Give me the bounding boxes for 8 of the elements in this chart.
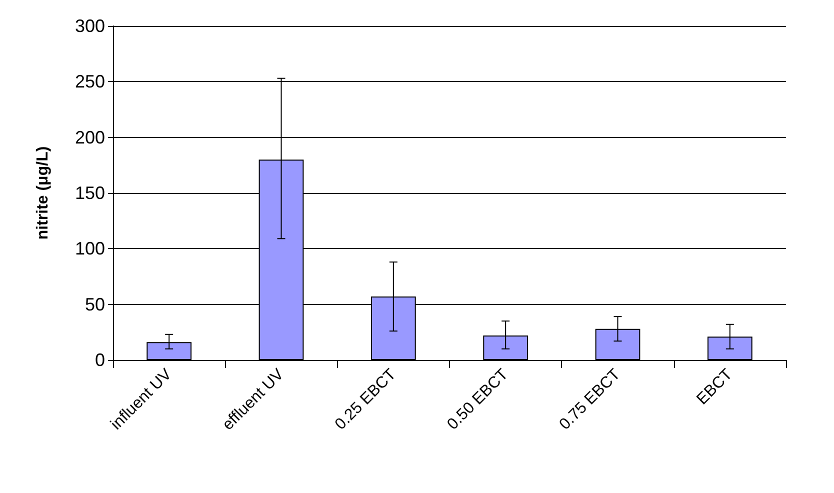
y-tick-label: 300 <box>74 16 105 36</box>
y-axis-title: nitrite (μg/L) <box>34 146 52 240</box>
y-tick-label: 50 <box>84 294 105 314</box>
y-tick-label: 150 <box>74 183 105 203</box>
y-tick-label: 0 <box>94 350 105 370</box>
y-tick-label: 200 <box>74 127 105 148</box>
y-tick-label: 100 <box>74 238 105 259</box>
y-tick-label: 250 <box>74 72 105 92</box>
